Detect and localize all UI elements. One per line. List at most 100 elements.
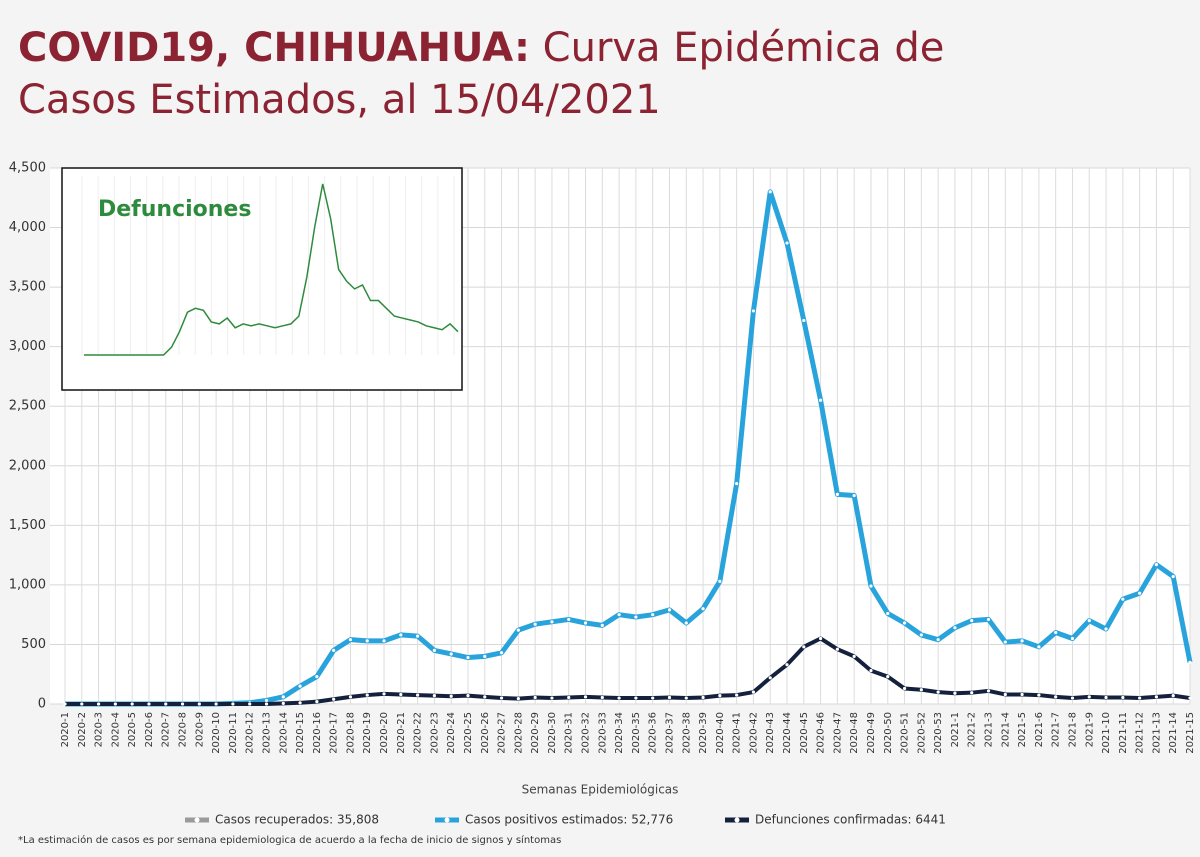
x-tick-label: 2020-6 — [144, 712, 155, 747]
point — [315, 700, 319, 704]
point — [499, 651, 504, 655]
x-tick-label: 2020-7 — [161, 712, 172, 747]
x-tick-label: 2021-5 — [1017, 712, 1028, 747]
point — [852, 493, 856, 498]
point — [869, 584, 873, 588]
x-tick-label: 2020-42 — [748, 712, 759, 754]
point — [667, 695, 672, 700]
point — [718, 579, 722, 583]
x-tick-label: 2021-1 — [950, 712, 961, 747]
point — [1188, 696, 1192, 700]
point — [869, 669, 873, 673]
point — [634, 615, 638, 619]
footnote: *La estimación de casos es por semana ep… — [18, 834, 561, 846]
point — [416, 634, 420, 638]
point — [416, 693, 420, 697]
x-tick-label: 2020-3 — [94, 712, 105, 747]
point — [936, 690, 940, 694]
x-tick-label: 2020-41 — [732, 712, 743, 754]
inset-box — [61, 167, 463, 391]
point — [315, 675, 319, 679]
point — [483, 654, 487, 658]
point — [751, 309, 756, 313]
x-tick-label: 2020-49 — [866, 712, 877, 754]
point — [533, 695, 537, 700]
point — [835, 647, 839, 651]
x-tick-label: 2020-18 — [345, 712, 356, 754]
point — [348, 695, 353, 699]
point — [298, 701, 302, 705]
point — [1054, 630, 1058, 635]
point — [96, 702, 101, 706]
x-tick-label: 2020-12 — [245, 712, 256, 754]
point — [768, 190, 772, 194]
x-tick-label: 2020-50 — [883, 712, 894, 754]
point — [298, 684, 302, 688]
y-tick-label: 2,500 — [9, 399, 46, 414]
x-tick-label: 2020-26 — [480, 712, 491, 754]
legend-label: Casos recuperados: 35,808 — [215, 813, 379, 827]
point — [735, 482, 739, 486]
point — [651, 613, 655, 617]
x-tick-label: 2020-34 — [614, 712, 625, 754]
x-tick-label: 2021-15 — [1185, 712, 1196, 754]
point — [499, 696, 504, 700]
point — [617, 696, 621, 700]
point — [953, 626, 957, 630]
x-tick-label: 2021-8 — [1067, 712, 1078, 747]
x-tick-label: 2020-38 — [681, 712, 692, 754]
point — [113, 702, 117, 706]
point — [667, 608, 672, 612]
point — [264, 698, 269, 703]
x-tick-label: 2020-17 — [329, 712, 340, 754]
point — [80, 702, 84, 706]
point — [164, 702, 168, 706]
point — [953, 691, 957, 695]
legend-label: Casos positivos estimados: 52,776 — [465, 813, 673, 827]
point — [886, 675, 890, 679]
point — [751, 690, 756, 694]
point — [986, 689, 991, 693]
point — [902, 686, 907, 691]
x-tick-label: 2020-53 — [933, 712, 944, 754]
x-tick-label: 2020-22 — [413, 712, 424, 754]
x-tick-label: 2020-52 — [916, 712, 927, 754]
point — [970, 691, 974, 695]
point — [651, 696, 655, 700]
x-tick-label: 2020-33 — [597, 712, 608, 754]
point — [365, 639, 369, 643]
point — [567, 617, 571, 622]
point — [466, 694, 470, 698]
point — [466, 655, 470, 660]
point — [986, 617, 991, 622]
x-tick-label: 2021-13 — [1151, 712, 1162, 754]
point — [1087, 619, 1091, 623]
x-tick-label: 2021-14 — [1168, 712, 1179, 754]
point — [432, 648, 437, 653]
x-tick-label: 2020-14 — [278, 712, 289, 754]
legend-swatch-dot — [194, 817, 200, 823]
point — [533, 622, 537, 626]
x-tick-label: 2020-45 — [799, 712, 810, 754]
point — [818, 398, 823, 402]
x-tick-label: 2020-27 — [497, 712, 508, 754]
point — [281, 701, 285, 706]
x-tick-label: 2020-48 — [849, 712, 860, 754]
point — [382, 692, 386, 696]
x-tick-label: 2020-19 — [362, 712, 373, 754]
point — [1121, 695, 1125, 700]
point — [1104, 695, 1108, 700]
x-tick-label: 2020-1 — [60, 712, 71, 747]
x-tick-label: 2021-6 — [1034, 712, 1045, 747]
x-tick-label: 2020-25 — [463, 712, 474, 754]
point — [281, 695, 285, 699]
point — [936, 638, 940, 642]
point — [1188, 660, 1192, 664]
x-tick-label: 2020-29 — [530, 712, 541, 754]
x-tick-label: 2020-11 — [228, 712, 239, 754]
inset-title: Defunciones — [98, 197, 251, 222]
point — [348, 638, 353, 642]
x-tick-label: 2021-10 — [1101, 712, 1112, 754]
x-tick-label: 2020-35 — [631, 712, 642, 754]
point — [264, 702, 269, 706]
